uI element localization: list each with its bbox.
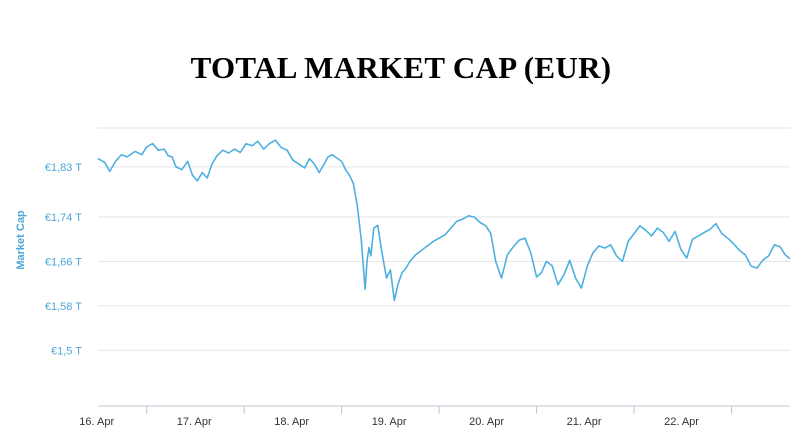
market-cap-line xyxy=(97,139,791,302)
x-tick-label: 20. Apr xyxy=(469,416,504,428)
y-tick-label: €1,74 T xyxy=(45,212,82,224)
x-tick-label: 19. Apr xyxy=(372,416,407,428)
chart-title: TOTAL MARKET CAP (EUR) xyxy=(190,50,612,85)
x-tick-label: 18. Apr xyxy=(274,416,309,428)
y-tick-label: €1,83 T xyxy=(45,162,82,174)
y-tick-label: €1,66 T xyxy=(45,256,82,268)
y-tick-label: €1,58 T xyxy=(45,301,82,313)
x-axis xyxy=(98,405,790,414)
grid-lines xyxy=(98,127,790,351)
x-tick-label: 16. Apr xyxy=(79,416,114,428)
x-tick-label: 17. Apr xyxy=(177,416,212,428)
x-tick-label: 22. Apr xyxy=(664,416,699,428)
y-axis-label: Market Cap xyxy=(15,210,27,270)
x-axis-ticks: 16. Apr 17. Apr 18. Apr 19. Apr 20. Apr 21. A… xyxy=(79,416,699,428)
x-tick-label: 21. Apr xyxy=(567,416,602,428)
y-tick-label: €1,5 T xyxy=(51,345,82,357)
y-axis-ticks: €1,5 T €1,58 T €1,66 T €1,74 T €1,83 T xyxy=(45,162,82,357)
